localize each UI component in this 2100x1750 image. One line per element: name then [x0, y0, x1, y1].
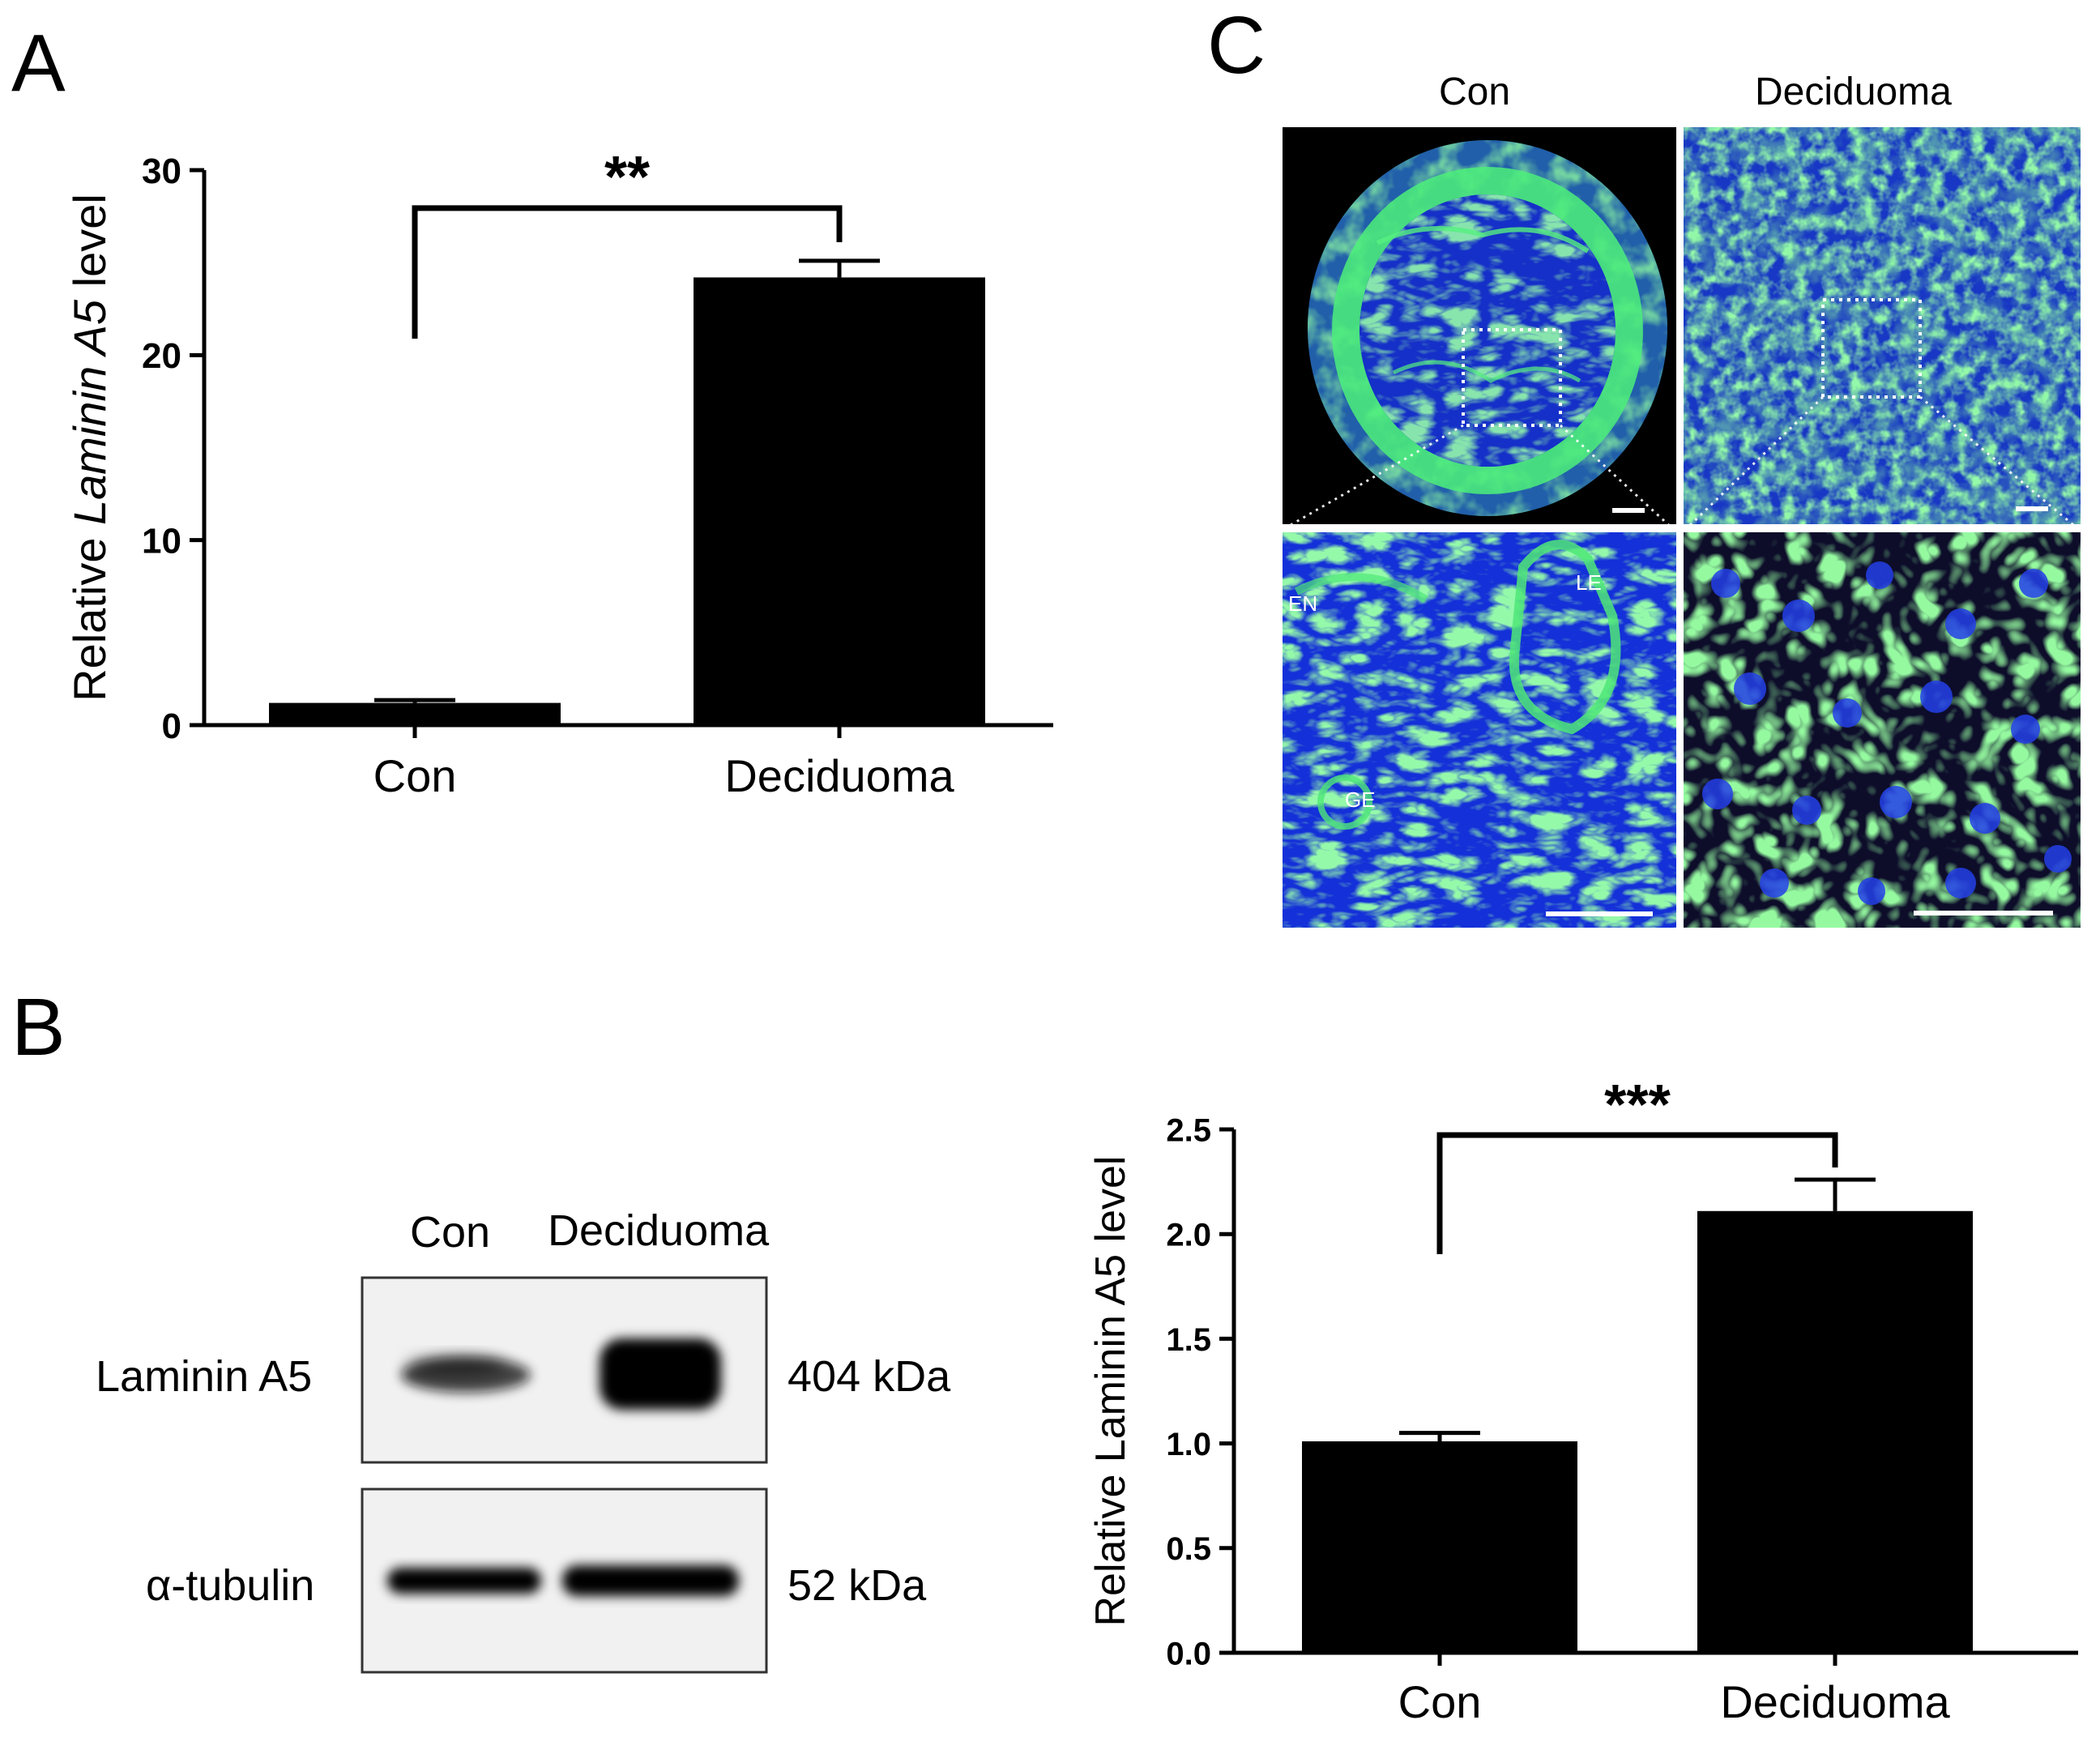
y-tick-label: 1.5 — [1166, 1322, 1211, 1358]
chart-a: 0 10 20 30 Con Deciduoma ** Relative Laminin A5… — [64, 145, 1053, 801]
micrograph-con-high — [1283, 532, 1676, 928]
y-axis-label: Relative Laminin A5 level — [64, 194, 115, 702]
micrograph-con-low — [1283, 127, 1676, 524]
y-tick-label: 30 — [142, 152, 181, 191]
inset-box-con — [1462, 328, 1562, 427]
inset-box-deciduoma — [1821, 298, 1922, 399]
blot-lane-con: Con — [410, 1208, 491, 1257]
micrograph-grid — [1283, 127, 2081, 928]
panel-letter-c: C — [1207, 0, 1266, 91]
significance-stars: *** — [1604, 1073, 1671, 1136]
micrograph-deciduoma-low — [1684, 127, 2081, 524]
panel-letter-b: B — [11, 982, 66, 1073]
projection-lines — [1284, 395, 2078, 530]
y-tick-label: 0.5 — [1166, 1531, 1211, 1567]
y-tick-label: 20 — [142, 336, 181, 376]
blot-band — [562, 1565, 739, 1596]
blot-size-laminin: 404 kDa — [788, 1352, 951, 1401]
y-tick-label: 0 — [162, 706, 181, 746]
bar-deciduoma — [1697, 1210, 1973, 1653]
y-tick-label: 1.0 — [1166, 1427, 1211, 1462]
significance-stars: ** — [604, 145, 650, 210]
y-tick-label: 2.0 — [1166, 1218, 1211, 1253]
blot-lane-deciduoma: Deciduoma — [548, 1206, 770, 1255]
bar-deciduoma — [694, 277, 985, 725]
micrograph-deciduoma-high — [1684, 532, 2081, 928]
bar-con — [269, 702, 561, 725]
bar-con — [1302, 1441, 1577, 1653]
blot-band — [387, 1568, 541, 1594]
micrograph-header-deciduoma: Deciduoma — [1755, 70, 1952, 113]
region-label-ge: GE — [1345, 788, 1376, 812]
region-label-en: EN — [1288, 591, 1318, 616]
x-tick-label: Deciduoma — [1720, 1676, 1950, 1727]
x-tick-label: Deciduoma — [724, 750, 954, 801]
chart-b: 0.0 0.5 1.0 1.5 2.0 2.5 Con Deciduoma *** Relativ… — [1087, 1073, 2078, 1727]
y-tick-label: 2.5 — [1166, 1112, 1211, 1148]
blot-protein-laminin: Laminin A5 — [96, 1352, 313, 1401]
y-axis-label: Relative Laminin A5 level — [1087, 1156, 1134, 1627]
y-tick-label: 10 — [142, 522, 181, 561]
blot-band — [600, 1338, 721, 1410]
x-tick-label: Con — [1398, 1676, 1482, 1727]
blot-size-tubulin: 52 kDa — [788, 1561, 927, 1610]
significance-bracket — [1436, 1132, 1838, 1254]
panel-letter-a: A — [11, 18, 66, 109]
western-blot — [361, 1276, 768, 1674]
x-tick-label: Con — [373, 750, 457, 801]
significance-bracket — [412, 205, 843, 339]
micrograph-header-con: Con — [1439, 70, 1511, 113]
y-tick-label: 0.0 — [1166, 1636, 1211, 1671]
region-label-le: LE — [1576, 570, 1602, 595]
blot-protein-tubulin: α-tubulin — [146, 1561, 315, 1610]
